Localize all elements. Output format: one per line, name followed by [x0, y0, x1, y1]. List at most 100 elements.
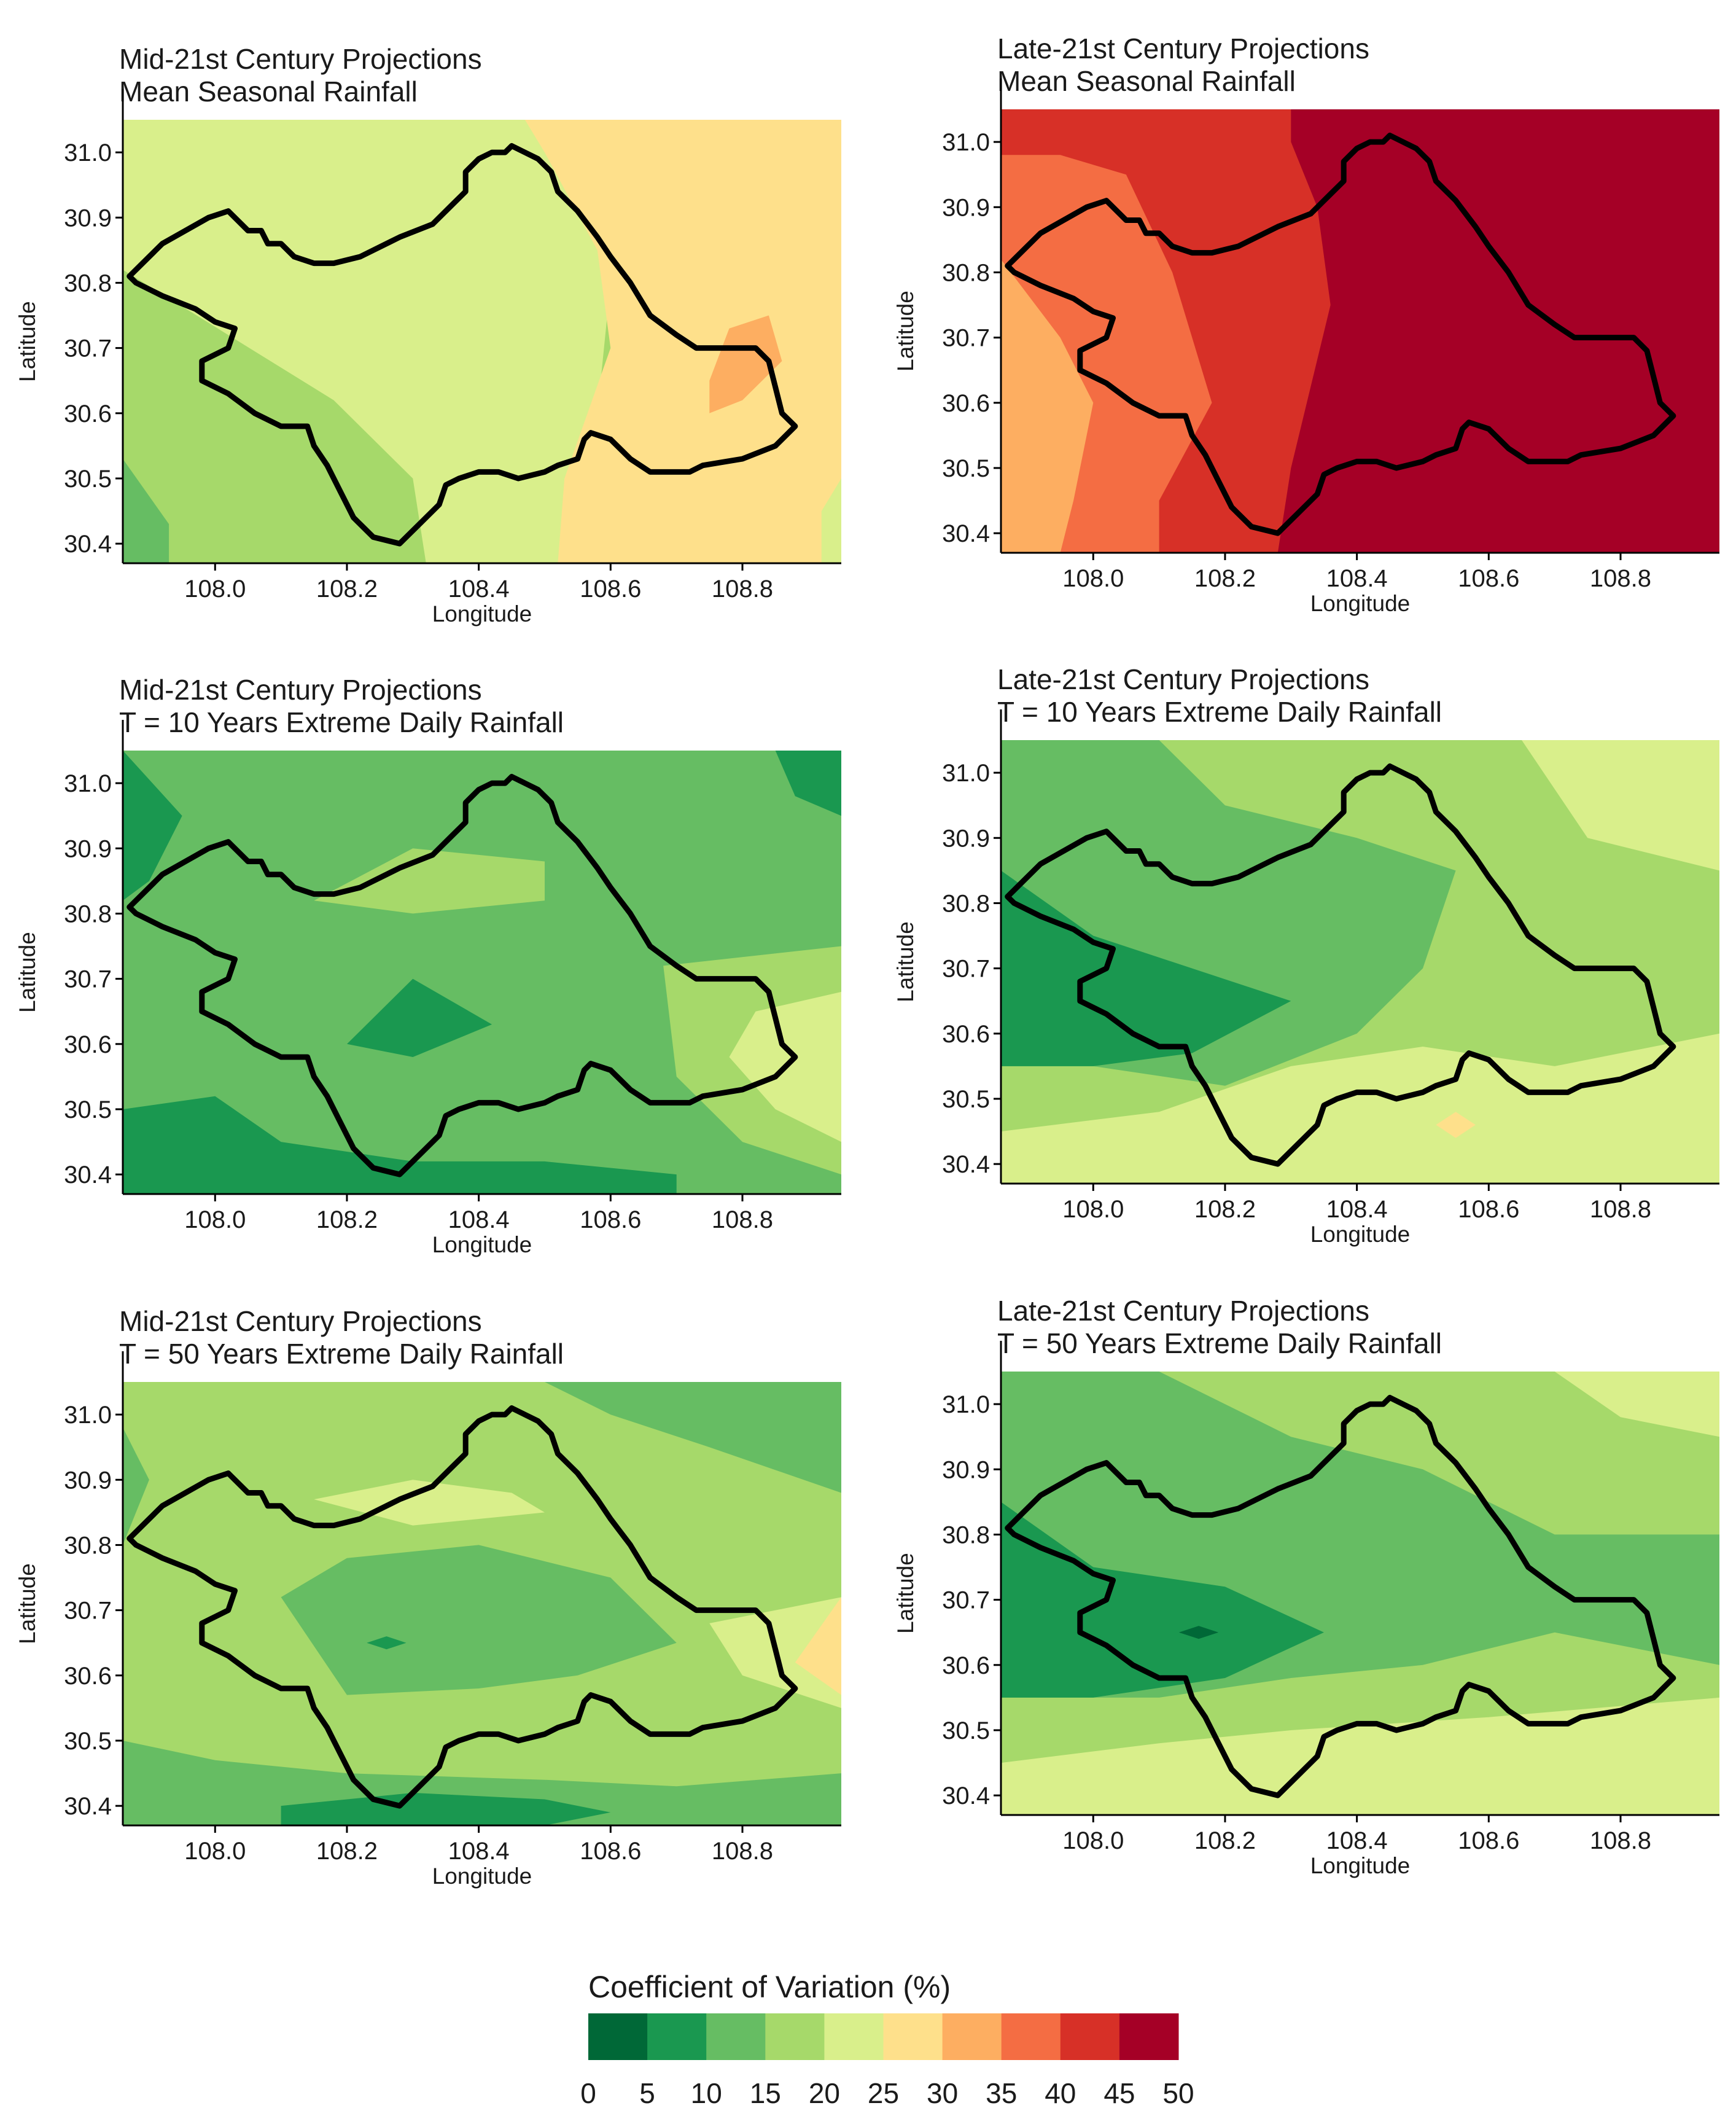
- x-tick-label: 108.8: [712, 1838, 773, 1865]
- legend-swatch: [588, 2013, 648, 2060]
- panel-title-line1: Mid-21st Century Projections: [119, 674, 482, 706]
- x-tick-label: 108.8: [1590, 1827, 1651, 1854]
- contour-region-4: [1436, 1112, 1476, 1138]
- y-tick-label: 30.9: [942, 1456, 990, 1483]
- x-axis-label: Longitude: [1310, 591, 1411, 616]
- x-tick-label: 108.4: [1326, 1196, 1388, 1223]
- x-tick-label: 108.4: [448, 576, 510, 603]
- y-tick-label: 30.8: [942, 890, 990, 917]
- x-tick-label: 108.6: [580, 1206, 641, 1233]
- contour-region-0: [314, 848, 545, 914]
- panel-title-line2: Mean Seasonal Rainfall: [997, 65, 1296, 97]
- y-axis-label: Latitude: [15, 932, 40, 1013]
- y-tick-label: 31.0: [64, 1402, 112, 1429]
- contour-region-5: [123, 751, 182, 901]
- y-tick-label: 31.0: [942, 129, 990, 156]
- contour-fill-layer: [1001, 1372, 1719, 1815]
- y-tick-label: 30.4: [942, 1782, 990, 1809]
- contour-region-6: [367, 1636, 407, 1650]
- panel-title-line1: Late-21st Century Projections: [997, 33, 1369, 64]
- legend-tick-label: 20: [809, 2077, 840, 2109]
- x-tick-label: 108.2: [316, 1206, 378, 1233]
- contour-region-2: [709, 315, 782, 413]
- x-tick-label: 108.6: [580, 576, 641, 603]
- legend-swatch: [942, 2013, 1002, 2060]
- contour-region-3: [347, 978, 492, 1057]
- panel-title-line2: Mean Seasonal Rainfall: [119, 76, 418, 107]
- y-tick-label: 30.4: [942, 520, 990, 547]
- y-tick-label: 31.0: [64, 770, 112, 797]
- x-axis-label: Longitude: [1310, 1222, 1411, 1247]
- legend-swatch: [765, 2013, 825, 2060]
- y-tick-label: 30.7: [942, 956, 990, 983]
- legend-swatch: [1119, 2013, 1179, 2060]
- contour-fill-layer: [1001, 109, 1719, 553]
- contour-region-0: [1277, 109, 1719, 553]
- y-tick-label: 30.4: [64, 1793, 112, 1820]
- y-tick-label: 30.7: [942, 325, 990, 352]
- basin-boundary: [1005, 133, 1676, 536]
- y-tick-label: 30.9: [942, 194, 990, 221]
- contour-fill-layer: [1001, 740, 1719, 1184]
- contour-region-4: [821, 478, 841, 563]
- legend-swatch: [647, 2013, 707, 2060]
- contour-region-6: [775, 751, 841, 816]
- contour-region-3: [1554, 1372, 1719, 1437]
- y-tick-label: 30.6: [942, 1021, 990, 1048]
- x-tick-label: 108.4: [448, 1206, 510, 1233]
- x-tick-label: 108.8: [712, 1206, 773, 1233]
- panel-title-line1: Late-21st Century Projections: [997, 663, 1369, 695]
- legend-swatch: [1001, 2013, 1061, 2060]
- y-tick-label: 30.5: [942, 1717, 990, 1744]
- legend-tick-label: 10: [691, 2077, 722, 2109]
- y-tick-label: 30.7: [942, 1587, 990, 1614]
- y-tick-label: 30.5: [64, 1096, 112, 1123]
- x-tick-label: 108.8: [712, 576, 773, 603]
- x-tick-label: 108.4: [1326, 1827, 1388, 1854]
- legend-tick-label: 5: [639, 2077, 655, 2109]
- y-tick-label: 30.7: [64, 1598, 112, 1625]
- y-tick-label: 30.8: [64, 900, 112, 927]
- contour-region-2: [545, 1382, 841, 1493]
- x-tick-label: 108.0: [184, 1206, 246, 1233]
- x-tick-label: 108.8: [1590, 565, 1651, 592]
- y-tick-label: 30.4: [64, 531, 112, 558]
- y-tick-label: 30.9: [64, 1467, 112, 1494]
- y-tick-label: 30.6: [942, 390, 990, 417]
- x-tick-label: 108.4: [1326, 565, 1388, 592]
- y-tick-label: 30.9: [64, 205, 112, 232]
- legend-tick-label: 50: [1162, 2077, 1194, 2109]
- y-tick-label: 30.4: [64, 1161, 112, 1188]
- y-tick-label: 30.6: [64, 1663, 112, 1690]
- contour-region-1: [1001, 1502, 1324, 1698]
- x-axis-label: Longitude: [432, 601, 532, 626]
- legend-tick-label: 0: [580, 2077, 596, 2109]
- contour-region-0: [281, 1545, 677, 1695]
- x-tick-label: 108.2: [316, 1838, 378, 1865]
- legend-tick-label: 40: [1045, 2077, 1076, 2109]
- y-tick-label: 30.8: [64, 1532, 112, 1559]
- y-tick-label: 30.5: [942, 1086, 990, 1113]
- x-tick-label: 108.0: [184, 1838, 246, 1865]
- x-tick-label: 108.8: [1590, 1196, 1651, 1223]
- basin-boundary: [127, 143, 798, 547]
- panel-title-line2: T = 50 Years Extreme Daily Rainfall: [119, 1338, 564, 1370]
- basin-boundary: [1005, 763, 1676, 1167]
- x-tick-label: 108.2: [1194, 1196, 1256, 1223]
- x-tick-label: 108.6: [1458, 1827, 1519, 1854]
- y-tick-label: 30.6: [64, 1031, 112, 1058]
- y-tick-label: 30.8: [942, 1521, 990, 1548]
- x-tick-label: 108.0: [1062, 565, 1124, 592]
- legend-tick-label: 30: [927, 2077, 958, 2109]
- contour-region-3: [123, 459, 169, 563]
- y-tick-label: 30.5: [64, 1728, 112, 1755]
- y-axis-label: Latitude: [893, 291, 918, 372]
- y-tick-label: 30.9: [942, 825, 990, 852]
- panel-title-line2: T = 10 Years Extreme Daily Rainfall: [119, 706, 564, 738]
- y-tick-label: 30.8: [64, 270, 112, 297]
- contour-region-8: [123, 1427, 149, 1545]
- x-tick-label: 108.0: [184, 576, 246, 603]
